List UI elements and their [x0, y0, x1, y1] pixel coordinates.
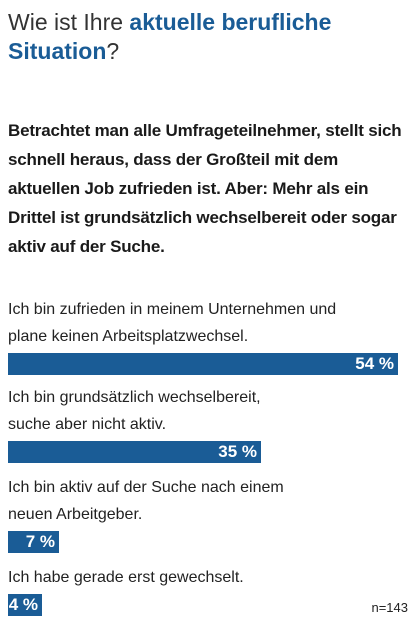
category-label-line: plane keinen Arbeitsplatzwechsel. — [8, 328, 249, 345]
category-label: Ich bin aktiv auf der Suche nach einem ne… — [8, 474, 408, 528]
category-label: Ich bin grundsätzlich wechselbereit, such… — [8, 384, 408, 438]
title-highlight-1: aktuelle berufliche — [129, 9, 332, 35]
intro-text: Betrachtet man alle Umfrageteilnehmer, s… — [8, 121, 402, 256]
bar-value-label: 4 % — [8, 595, 38, 614]
bar: 35 % — [8, 441, 261, 463]
sample-size-note: n=143 — [371, 600, 408, 615]
category-label-line: Ich bin aktiv auf der Suche nach einem — [8, 479, 284, 496]
category-label-line: Ich habe gerade erst gewechselt. — [8, 569, 244, 586]
category-label: Ich bin zufrieden in meinem Unternehmen … — [8, 296, 408, 350]
bar: 7 % — [8, 531, 59, 553]
title-suffix: ? — [106, 38, 120, 64]
bar: 54 % — [8, 353, 398, 375]
category-label-line: neuen Arbeitgeber. — [8, 506, 143, 523]
bar-value-label: 35 % — [218, 442, 257, 461]
title-prefix: Wie ist Ihre — [8, 9, 130, 35]
page-title: Wie ist Ihre aktuelle berufliche Situatio… — [8, 8, 408, 66]
bar-value-label: 7 % — [25, 532, 55, 551]
title-highlight-2: Situation — [8, 38, 107, 64]
category-label-line: Ich bin zufrieden in meinem Unternehmen … — [8, 301, 337, 318]
category-label: Ich habe gerade erst gewechselt. — [8, 564, 408, 591]
bar: 4 % — [8, 594, 42, 616]
category-label-line: suche aber nicht aktiv. — [8, 416, 167, 433]
bar-value-label: 54 % — [355, 354, 394, 373]
category-label-line: Ich bin grundsätzlich wechselbereit, — [8, 389, 261, 406]
